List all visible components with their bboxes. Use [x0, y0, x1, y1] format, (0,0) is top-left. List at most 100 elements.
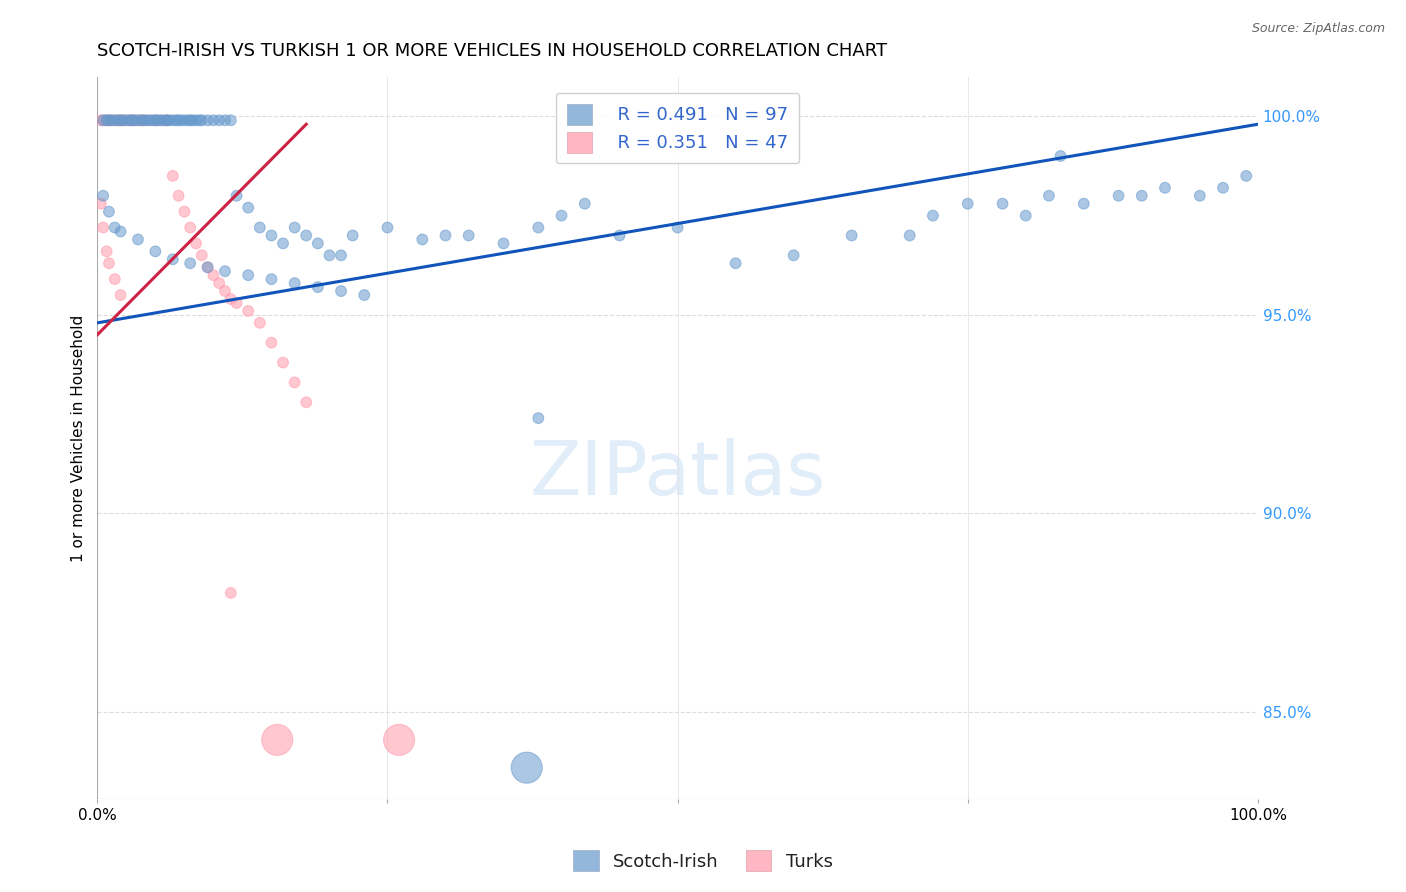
Point — [249, 316, 271, 330]
Point — [188, 113, 211, 128]
Point — [214, 284, 236, 298]
Legend: Scotch-Irish, Turks: Scotch-Irish, Turks — [567, 843, 839, 879]
Point — [118, 113, 141, 128]
Point — [841, 228, 863, 243]
Point — [284, 220, 307, 235]
Point — [202, 268, 225, 282]
Point — [100, 113, 122, 128]
Point — [118, 113, 141, 128]
Point — [550, 209, 572, 223]
Point — [124, 113, 146, 128]
Point — [219, 292, 242, 306]
Point — [266, 732, 288, 747]
Point — [91, 113, 114, 128]
Point — [124, 113, 146, 128]
Legend:   R = 0.491   N = 97,   R = 0.351   N = 47: R = 0.491 N = 97, R = 0.351 N = 47 — [555, 93, 800, 163]
Point — [145, 113, 167, 128]
Point — [167, 188, 190, 202]
Point — [492, 236, 515, 251]
Point — [1154, 181, 1177, 195]
Point — [173, 113, 195, 128]
Point — [97, 113, 120, 128]
Point — [295, 395, 318, 409]
Point — [173, 204, 195, 219]
Point — [1234, 169, 1257, 183]
Point — [127, 232, 149, 246]
Point — [91, 220, 114, 235]
Point — [377, 220, 399, 235]
Point — [197, 260, 219, 275]
Point — [110, 225, 132, 239]
Point — [219, 586, 242, 600]
Point — [162, 252, 184, 267]
Point — [197, 113, 219, 128]
Point — [110, 113, 132, 128]
Point — [170, 113, 193, 128]
Point — [127, 113, 149, 128]
Point — [238, 268, 260, 282]
Point — [225, 296, 247, 310]
Point — [138, 113, 160, 128]
Point — [162, 113, 184, 128]
Point — [127, 113, 149, 128]
Point — [1130, 188, 1153, 202]
Point — [179, 113, 201, 128]
Point — [956, 196, 979, 211]
Point — [191, 248, 214, 262]
Point — [157, 113, 180, 128]
Point — [1015, 209, 1038, 223]
Point — [100, 113, 122, 128]
Point — [145, 113, 167, 128]
Point — [1108, 188, 1130, 202]
Point — [527, 411, 550, 425]
Point — [156, 113, 179, 128]
Point — [91, 188, 114, 202]
Point — [138, 113, 160, 128]
Point — [225, 188, 247, 202]
Point — [177, 113, 200, 128]
Point — [898, 228, 921, 243]
Point — [249, 220, 271, 235]
Point — [181, 113, 204, 128]
Point — [162, 169, 184, 183]
Point — [991, 196, 1014, 211]
Point — [96, 113, 118, 128]
Point — [342, 228, 364, 243]
Point — [208, 276, 231, 290]
Point — [1188, 188, 1211, 202]
Point — [922, 209, 945, 223]
Point — [388, 732, 411, 747]
Point — [219, 113, 242, 128]
Point — [184, 236, 207, 251]
Point — [131, 113, 153, 128]
Point — [97, 256, 120, 270]
Point — [330, 284, 353, 298]
Point — [330, 248, 353, 262]
Point — [111, 113, 134, 128]
Point — [104, 272, 127, 286]
Point — [318, 248, 340, 262]
Point — [238, 304, 260, 318]
Point — [434, 228, 457, 243]
Point — [104, 113, 127, 128]
Point — [96, 244, 118, 259]
Point — [179, 256, 201, 270]
Point — [516, 761, 538, 775]
Point — [107, 113, 129, 128]
Point — [353, 288, 375, 302]
Point — [107, 113, 129, 128]
Point — [307, 236, 329, 251]
Point — [132, 113, 155, 128]
Point — [153, 113, 176, 128]
Point — [666, 220, 689, 235]
Point — [527, 220, 550, 235]
Point — [115, 113, 138, 128]
Point — [90, 113, 112, 128]
Point — [150, 113, 173, 128]
Point — [146, 113, 169, 128]
Point — [97, 113, 120, 128]
Point — [184, 113, 207, 128]
Point — [260, 335, 283, 350]
Point — [145, 244, 167, 259]
Point — [104, 220, 127, 235]
